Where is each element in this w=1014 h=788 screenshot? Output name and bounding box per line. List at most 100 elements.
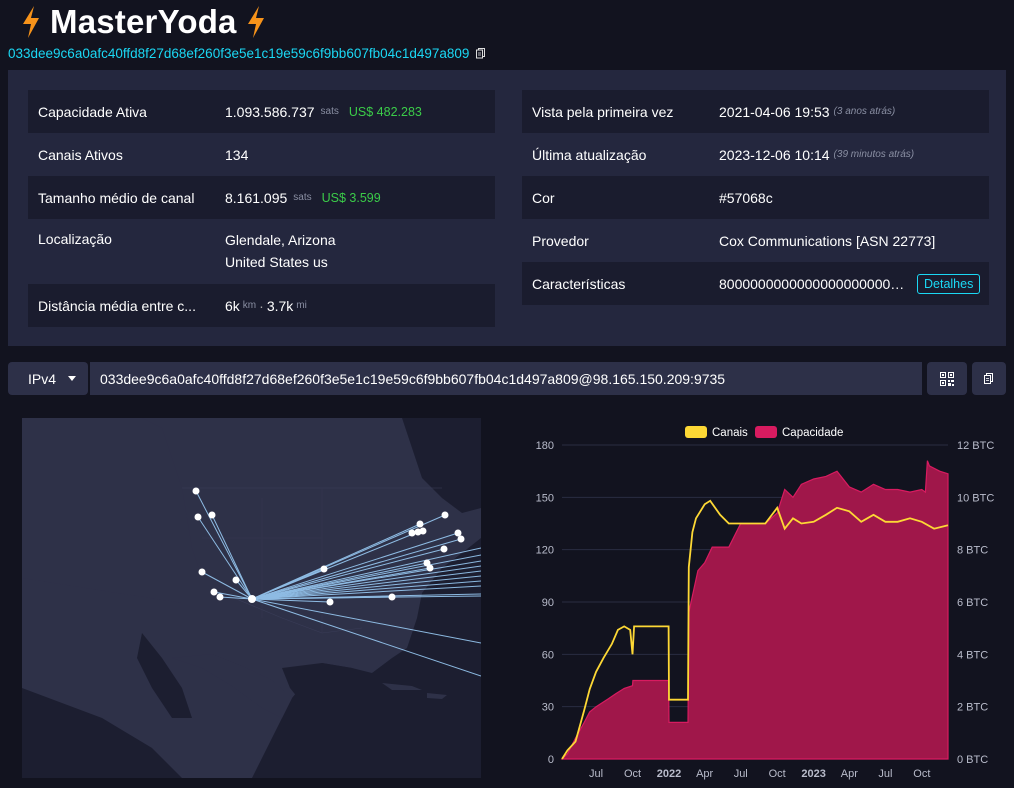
first-seen-value: 2021-04-06 19:53 [719, 103, 830, 120]
location-label: Localização [38, 231, 112, 247]
active-channels-label: Canais Ativos [38, 146, 123, 163]
y-left-tick-label: 120 [536, 545, 554, 557]
y-right-tick-label: 8 BTC [957, 545, 988, 557]
x-tick-label: Jul [589, 768, 603, 780]
x-tick-label: Apr [841, 768, 858, 780]
y-right-tick-label: 0 BTC [957, 754, 988, 766]
active-capacity-label: Capacidade Ativa [38, 103, 147, 120]
active-channels-row: Canais Ativos 134 [28, 133, 495, 176]
x-tick-label: 2023 [801, 768, 825, 780]
last-update-value-group: 2023-12-06 10:14 (39 minutos atrás) [719, 147, 914, 163]
socket-address-field[interactable]: 033dee9c6a0afc40ffd8f27d68ef260f3e5e1c19… [90, 362, 922, 395]
active-channels-value: 134 [225, 146, 249, 163]
copy-socket-button[interactable] [972, 362, 1006, 395]
first-seen-value-group: 2021-04-06 19:53 (3 anos atrás) [719, 104, 895, 120]
color-value: #57068c [719, 189, 773, 206]
location-country: United States us [225, 254, 328, 270]
features-label: Características [532, 275, 626, 292]
y-left-tick-label: 180 [536, 440, 554, 452]
active-capacity-value: 1.093.586.737 [225, 103, 315, 120]
avg-channel-size-row: Tamanho médio de canal 8.161.095 sats US… [28, 176, 495, 219]
last-update-ago: (39 minutos atrás) [833, 149, 915, 160]
lightning-bolt-icon [23, 6, 39, 38]
lightning-bolt-icon [247, 6, 264, 38]
avg-channel-size-label: Tamanho médio de canal [38, 189, 195, 206]
first-seen-row: Vista pela primeira vez 2021-04-06 19:53… [522, 90, 989, 133]
provider-label: Provedor [532, 232, 589, 249]
y-left-tick-label: 0 [548, 754, 554, 766]
qrcode-icon [940, 371, 954, 386]
avg-channel-size-usd: US$ 3.599 [321, 190, 381, 205]
info-column-right: Vista pela primeira vez 2021-04-06 19:53… [522, 90, 989, 305]
active-capacity-row: Capacidade Ativa 1.093.586.737 sats US$ … [28, 90, 495, 133]
x-tick-label: 2022 [657, 768, 681, 780]
copy-icon[interactable] [475, 47, 487, 59]
mi-unit: mi [296, 300, 307, 311]
x-tick-label: Oct [913, 768, 930, 780]
color-label: Cor [532, 189, 555, 206]
location-city: Glendale, Arizona [225, 232, 336, 248]
distance-separator: · [259, 297, 264, 314]
provider-link[interactable]: Cox Communications [ASN 22773] [719, 232, 936, 249]
y-left-tick-label: 30 [542, 702, 554, 714]
last-update-row: Última atualização 2023-12-06 10:14 (39 … [522, 133, 989, 176]
location-value-group: Glendale, Arizona United States us [225, 231, 336, 271]
y-left-tick-label: 150 [536, 492, 554, 504]
node-info-panel: Capacidade Ativa 1.093.586.737 sats US$ … [8, 70, 1006, 346]
y-left-tick-label: 60 [542, 649, 554, 661]
caret-down-icon [68, 376, 77, 381]
legend-label-capacidade: Capacidade [782, 427, 843, 439]
provider-row: Provedor Cox Communications [ASN 22773] [522, 219, 989, 262]
node-alias: MasterYoda [50, 3, 237, 40]
distance-mi: 3.7k [266, 297, 294, 314]
public-key-link[interactable]: 033dee9c6a0afc40ffd8f27d68ef260f3e5e1c19… [8, 45, 470, 61]
x-tick-label: Oct [624, 768, 641, 780]
qrcode-button[interactable] [927, 362, 967, 395]
x-tick-label: Jul [734, 768, 748, 780]
channels-series-line [561, 499, 949, 760]
features-value: 800000000000000000000000000000 [719, 275, 907, 292]
world-map-svg [22, 418, 481, 778]
info-column-left: Capacidade Ativa 1.093.586.737 sats US$ … [28, 90, 495, 327]
x-tick-label: Apr [696, 768, 713, 780]
last-update-value: 2023-12-06 10:14 [719, 146, 830, 163]
y-right-tick-label: 4 BTC [957, 649, 988, 661]
y-right-tick-label: 10 BTC [957, 492, 994, 504]
features-row: Características 800000000000000000000000… [522, 262, 989, 305]
avg-distance-value-group: 6k km · 3.7k mi [225, 298, 307, 314]
copy-icon [984, 373, 993, 384]
y-left-tick-label: 90 [542, 597, 554, 609]
channel-lines [195, 490, 481, 677]
channels-capacity-chart[interactable]: 0 30 60 90 120 150 180 0 BTC 2 BTC 4 BTC 6 BTC 8 BT… [520, 418, 1006, 784]
sats-unit: sats [320, 106, 339, 117]
active-capacity-usd: US$ 482.283 [348, 104, 422, 119]
network-type-dropdown[interactable]: IPv4 [8, 362, 88, 395]
details-button[interactable]: Detalhes [917, 273, 981, 294]
channels-map[interactable] [22, 418, 481, 778]
page-header: MasterYoda [20, 2, 267, 42]
legend-swatch-canais [685, 426, 707, 438]
last-update-label: Última atualização [532, 146, 647, 163]
avg-channel-size-value: 8.161.095 [225, 189, 288, 206]
legend-label-canais: Canais [712, 427, 748, 439]
avg-channel-size-value-group: 8.161.095 sats US$ 3.599 [225, 190, 381, 206]
y-right-tick-label: 2 BTC [957, 702, 988, 714]
avg-distance-label: Distância média entre c... [38, 297, 196, 314]
public-key-row: 033dee9c6a0afc40ffd8f27d68ef260f3e5e1c19… [8, 44, 487, 62]
first-seen-label: Vista pela primeira vez [532, 103, 674, 120]
first-seen-ago: (3 anos atrás) [833, 106, 896, 117]
x-tick-label: Jul [878, 768, 892, 780]
features-value-group: 800000000000000000000000000000 Detalhes [719, 273, 981, 294]
sats-unit: sats [293, 192, 312, 203]
active-capacity-value-group: 1.093.586.737 sats US$ 482.283 [225, 104, 422, 120]
color-row: Cor #57068c [522, 176, 989, 219]
node-markers [192, 487, 465, 606]
distance-km: 6k [225, 297, 240, 314]
y-right-tick-label: 12 BTC [957, 440, 994, 452]
km-unit: km [242, 300, 257, 311]
legend-swatch-capacidade [755, 426, 777, 438]
network-type-label: IPv4 [28, 370, 57, 387]
y-right-tick-label: 6 BTC [957, 597, 988, 609]
avg-distance-row: Distância média entre c... 6k km · 3.7k … [28, 284, 495, 327]
capacity-series-area [560, 460, 949, 760]
